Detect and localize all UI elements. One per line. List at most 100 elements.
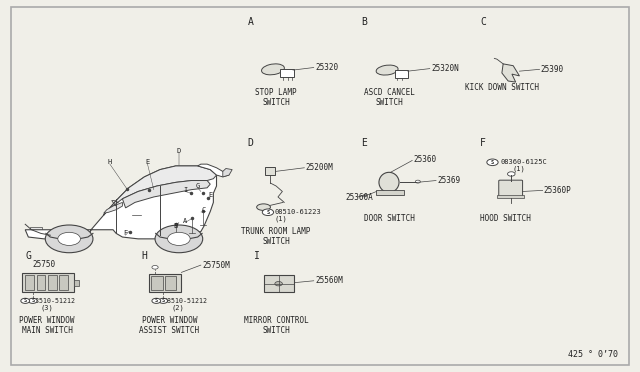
FancyBboxPatch shape [74,280,79,286]
Text: POWER WINDOW: POWER WINDOW [19,316,75,325]
FancyBboxPatch shape [280,69,294,77]
Text: G: G [25,251,31,261]
Polygon shape [104,166,216,215]
Text: S: S [266,210,269,215]
Text: 25320N: 25320N [431,64,459,73]
Text: S: S [31,298,35,303]
Text: SWITCH: SWITCH [262,326,290,335]
Circle shape [159,298,168,304]
Text: D: D [248,138,253,148]
FancyBboxPatch shape [36,275,45,289]
Text: MIRROR CONTROL: MIRROR CONTROL [244,316,308,325]
Text: E: E [208,192,212,198]
Polygon shape [25,166,216,239]
Text: I: I [254,251,260,261]
Circle shape [508,172,515,176]
Text: ASCD CANCEL: ASCD CANCEL [364,87,415,97]
Text: 25390: 25390 [541,65,564,74]
Text: (1): (1) [275,215,287,222]
Circle shape [58,232,81,246]
Circle shape [415,180,420,183]
Text: POWER WINDOW: POWER WINDOW [141,316,197,325]
Text: S: S [155,298,158,303]
Text: A: A [183,218,188,224]
Ellipse shape [257,204,271,211]
FancyBboxPatch shape [266,167,275,175]
Text: 25750: 25750 [33,260,56,269]
FancyBboxPatch shape [395,70,408,78]
Circle shape [275,282,282,286]
Polygon shape [104,202,122,214]
Text: MAIN SWITCH: MAIN SWITCH [22,326,72,335]
Text: E: E [361,138,367,148]
FancyBboxPatch shape [264,275,294,292]
Circle shape [152,298,161,304]
Circle shape [45,225,93,253]
FancyBboxPatch shape [59,275,68,289]
Text: 25200M: 25200M [305,163,333,172]
FancyBboxPatch shape [30,227,42,231]
Text: F: F [124,230,128,236]
Text: 25750M: 25750M [202,261,230,270]
Text: SWITCH: SWITCH [262,237,290,246]
Text: H: H [141,251,147,261]
Polygon shape [223,169,232,177]
Text: (2): (2) [172,304,184,311]
Polygon shape [502,64,520,82]
Text: I: I [183,187,188,193]
Text: 08510-51212: 08510-51212 [32,298,76,304]
Circle shape [168,232,190,246]
Circle shape [152,266,158,269]
Text: C: C [202,207,206,213]
Text: HOOD SWITCH: HOOD SWITCH [479,214,531,222]
Text: B: B [361,17,367,28]
Text: (1): (1) [513,166,525,173]
Text: S: S [162,298,164,303]
Text: STOP LAMP: STOP LAMP [255,87,297,97]
FancyBboxPatch shape [497,195,524,198]
FancyBboxPatch shape [25,275,34,289]
Text: KICK DOWN SWITCH: KICK DOWN SWITCH [465,83,539,93]
Text: 25369: 25369 [437,176,460,185]
Text: 25360P: 25360P [544,186,572,195]
Text: G: G [196,183,200,189]
Text: E: E [145,159,150,165]
Text: 25320: 25320 [315,63,338,72]
Circle shape [28,298,37,304]
Circle shape [21,298,29,304]
Text: D: D [177,148,181,154]
FancyBboxPatch shape [165,276,177,289]
Text: B: B [173,223,178,229]
Text: 425 ° 0’70: 425 ° 0’70 [568,350,618,359]
FancyBboxPatch shape [48,275,56,289]
Circle shape [155,225,203,253]
Text: C: C [480,17,486,28]
Polygon shape [122,180,211,208]
Text: H: H [108,159,112,165]
Text: TRUNK ROOM LAMP: TRUNK ROOM LAMP [241,227,311,236]
Text: DOOR SWITCH: DOOR SWITCH [364,214,415,222]
FancyBboxPatch shape [151,276,163,289]
Text: S: S [491,160,494,165]
Text: SWITCH: SWITCH [375,98,403,107]
FancyBboxPatch shape [499,180,523,197]
Circle shape [363,195,367,197]
Polygon shape [198,164,229,177]
Text: (3): (3) [40,304,53,311]
Text: ASSIST SWITCH: ASSIST SWITCH [140,326,200,335]
Circle shape [262,209,273,215]
Text: 08510-61223: 08510-61223 [275,209,321,215]
Text: 08510-51212: 08510-51212 [163,298,207,304]
Ellipse shape [262,64,284,75]
Ellipse shape [379,172,399,192]
Ellipse shape [376,65,398,75]
Text: F: F [480,138,486,148]
Text: S: S [24,298,27,303]
FancyBboxPatch shape [22,273,74,292]
Circle shape [487,159,498,166]
Text: 25360A: 25360A [345,193,373,202]
Text: A: A [248,17,253,28]
Text: 08360-6125C: 08360-6125C [500,159,547,165]
Text: 25360: 25360 [413,155,436,164]
FancyBboxPatch shape [148,274,181,292]
